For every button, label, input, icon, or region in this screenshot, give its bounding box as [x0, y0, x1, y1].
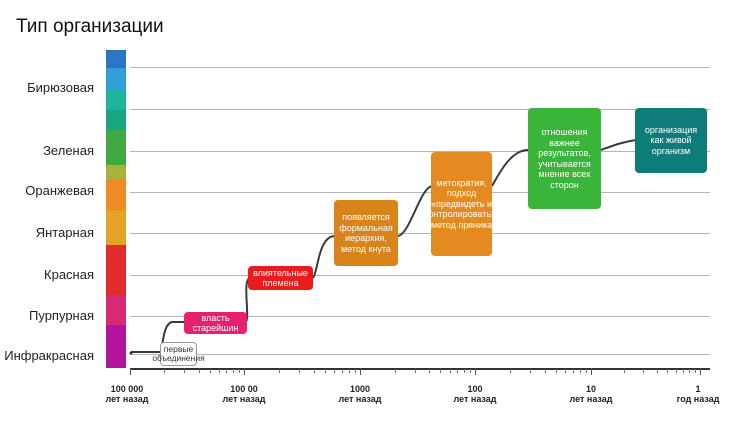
- x-axis-minor-tick: [342, 369, 343, 373]
- x-axis-minor-tick: [414, 369, 416, 373]
- spectrum-band-red: [106, 245, 126, 295]
- x-tick-label-100000: 100 000 лет назад: [105, 384, 149, 404]
- spectrum-band-blue: [106, 50, 126, 68]
- grid-line: [130, 151, 710, 152]
- x-axis-tick: [244, 368, 245, 375]
- grid-line: [130, 192, 710, 193]
- x-axis-minor-tick: [429, 369, 431, 373]
- x-axis-tick: [700, 368, 701, 375]
- spectrum-band-infrared: [106, 325, 126, 368]
- x-axis-minor-tick: [209, 369, 211, 373]
- x-axis-minor-tick: [238, 369, 240, 373]
- x-axis-minor-tick: [565, 369, 567, 373]
- x-axis-tick: [475, 368, 476, 375]
- x-axis-minor-tick: [643, 369, 644, 373]
- x-axis-minor-tick: [233, 369, 234, 373]
- level-label-turquoise: Бирюзовая: [27, 80, 94, 95]
- x-axis-minor-tick: [463, 369, 465, 373]
- x-axis-minor-tick: [449, 369, 451, 373]
- grid-line: [130, 275, 710, 276]
- x-axis-minor-tick: [440, 369, 442, 373]
- x-axis-minor-tick: [325, 369, 327, 373]
- x-axis-minor-tick: [334, 369, 336, 373]
- x-axis-minor-tick: [667, 369, 669, 373]
- x-axis-tick: [591, 368, 592, 375]
- x-axis-minor-tick: [457, 369, 459, 373]
- x-axis-minor-tick: [544, 369, 546, 373]
- x-axis-minor-tick: [573, 369, 574, 373]
- spectrum-band-sky: [106, 68, 126, 90]
- x-axis-minor-tick: [198, 369, 200, 373]
- x-axis-line: [130, 368, 710, 370]
- x-axis-minor-tick: [623, 369, 625, 373]
- level-label-green: Зеленая: [43, 143, 94, 158]
- spectrum-band-yellow-green: [106, 165, 126, 180]
- level-label-orange: Оранжевая: [25, 183, 94, 198]
- x-axis-minor-tick: [509, 369, 511, 373]
- x-axis-minor-tick: [184, 369, 186, 373]
- stage-box-elders: власть старейшин: [184, 312, 247, 334]
- x-axis-minor-tick: [469, 369, 471, 373]
- x-axis-minor-tick: [579, 369, 581, 373]
- x-axis-minor-tick: [585, 369, 587, 373]
- x-axis-minor-tick: [556, 369, 558, 373]
- x-axis-minor-tick: [164, 369, 166, 373]
- x-axis-tick: [360, 368, 361, 375]
- x-axis-tick: [130, 368, 131, 375]
- x-axis-minor-tick: [675, 369, 677, 373]
- x-axis-minor-tick: [218, 369, 220, 373]
- x-axis-minor-tick: [354, 369, 356, 373]
- stage-box-first-unions: первые объединения: [152, 342, 205, 366]
- x-tick-label-1: 1 год назад: [676, 384, 720, 404]
- grid-line: [130, 109, 710, 110]
- x-axis-minor-tick: [226, 369, 228, 373]
- x-axis-minor-tick: [689, 369, 691, 373]
- x-axis-minor-tick: [299, 369, 301, 373]
- x-axis-minor-tick: [656, 369, 658, 373]
- x-tick-label-1000: 1000 лет назад: [338, 384, 382, 404]
- grid-line: [130, 354, 710, 355]
- x-axis-minor-tick: [278, 369, 280, 373]
- x-axis-minor-tick: [394, 369, 396, 373]
- level-label-purple: Пурпурная: [29, 308, 94, 323]
- level-label-red: Красная: [44, 267, 94, 282]
- stage-box-meritocracy: метократия, подход «предвидеть и контрол…: [424, 152, 499, 256]
- spectrum-band-green: [106, 130, 126, 165]
- spectrum-band-amber: [106, 210, 126, 245]
- x-axis-minor-tick: [530, 369, 532, 373]
- x-axis-minor-tick: [313, 369, 315, 373]
- grid-line: [130, 233, 710, 234]
- stage-box-hierarchy: появляется формальная иерархия, метод кн…: [334, 200, 398, 266]
- diagram-title: Тип организации: [16, 16, 164, 37]
- level-label-infrared: Инфракрасная: [4, 348, 94, 363]
- x-axis-minor-tick: [348, 369, 350, 373]
- x-tick-label-100: 100 лет назад: [453, 384, 497, 404]
- x-tick-label-10: 10 лет назад: [569, 384, 613, 404]
- stage-box-tribes: влиятельные племена: [248, 266, 313, 290]
- stage-box-living-organism: организация как живой организм: [635, 108, 707, 173]
- grid-line: [130, 67, 710, 68]
- stage-box-relationships: отношения важнее результатов, учитываетс…: [528, 108, 601, 209]
- level-label-amber: Янтарная: [35, 225, 94, 240]
- spectrum-band-turquoise: [106, 110, 126, 130]
- spectrum-band-purple: [106, 295, 126, 325]
- x-axis-minor-tick: [683, 369, 685, 373]
- x-axis-minor-tick: [695, 369, 696, 373]
- spectrum-band-orange: [106, 180, 126, 210]
- grid-line: [130, 316, 710, 317]
- x-tick-label-10000: 100 00 лет назад: [222, 384, 266, 404]
- spectrum-band-teal: [106, 90, 126, 110]
